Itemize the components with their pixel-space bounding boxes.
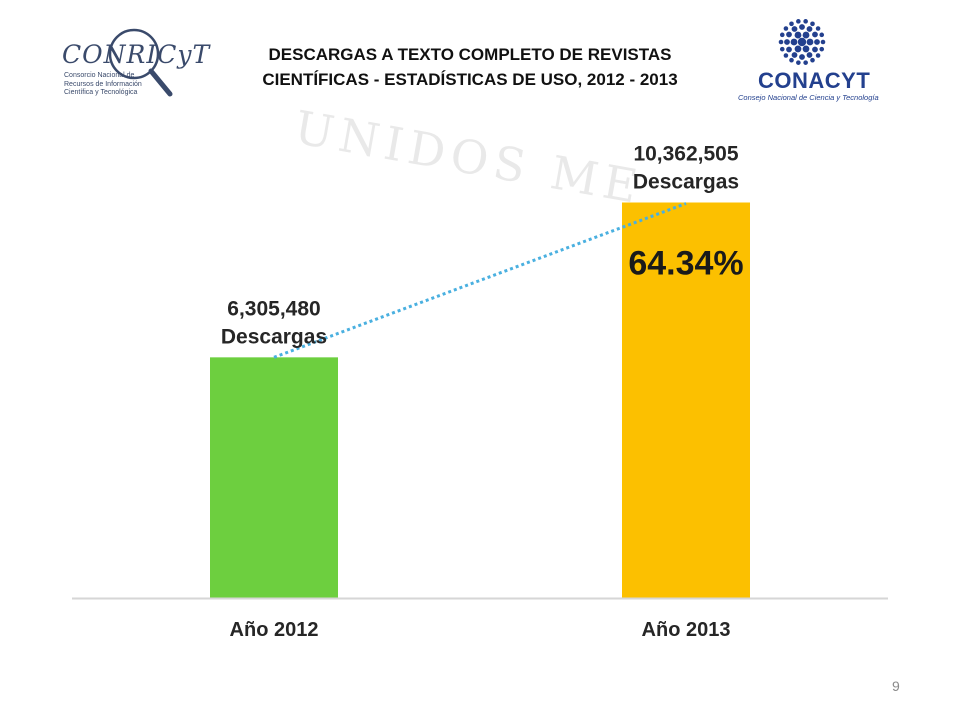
unit-label-0: Descargas (221, 325, 327, 348)
conacyt-wordmark: CONACYT (758, 68, 871, 93)
conricyt-wordmark: CONRICyT (62, 40, 211, 69)
bar-0 (210, 357, 338, 598)
value-label-0: 6,305,480 (227, 297, 320, 320)
category-label-0: Año 2012 (230, 619, 319, 641)
bar-1 (622, 202, 750, 598)
page-number: 9 (892, 678, 900, 694)
magnifier-icon (108, 28, 173, 97)
conricyt-logo: CONRICyT Consorcio Nacional de Recursos … (48, 18, 209, 104)
conacyt-emblem-icon (778, 19, 826, 65)
unit-label-1: Descargas (633, 170, 739, 193)
page-title: DESCARGAS A TEXTO COMPLETO DE REVISTAS C… (200, 42, 740, 92)
growth-label: 64.34% (628, 244, 743, 282)
title-line-2: CIENTÍFICAS - ESTADÍSTICAS DE USO, 2012 … (262, 70, 678, 89)
value-label-1: 10,362,505 (633, 142, 738, 165)
bar-chart: 6,305,480 Descargas 10,362,505 Descargas 64.… (72, 142, 888, 641)
trend-line (273, 202, 687, 359)
conacyt-logo: CONACYT Consejo Nacional de Ciencia y Te… (736, 18, 886, 108)
category-label-1: Año 2013 (642, 619, 731, 641)
conricyt-subtitle: Consorcio Nacional de Recursos de Inform… (64, 72, 142, 96)
conacyt-subtitle: Consejo Nacional de Ciencia y Tecnología (738, 93, 879, 102)
title-line-1: DESCARGAS A TEXTO COMPLETO DE REVISTAS (268, 45, 672, 64)
